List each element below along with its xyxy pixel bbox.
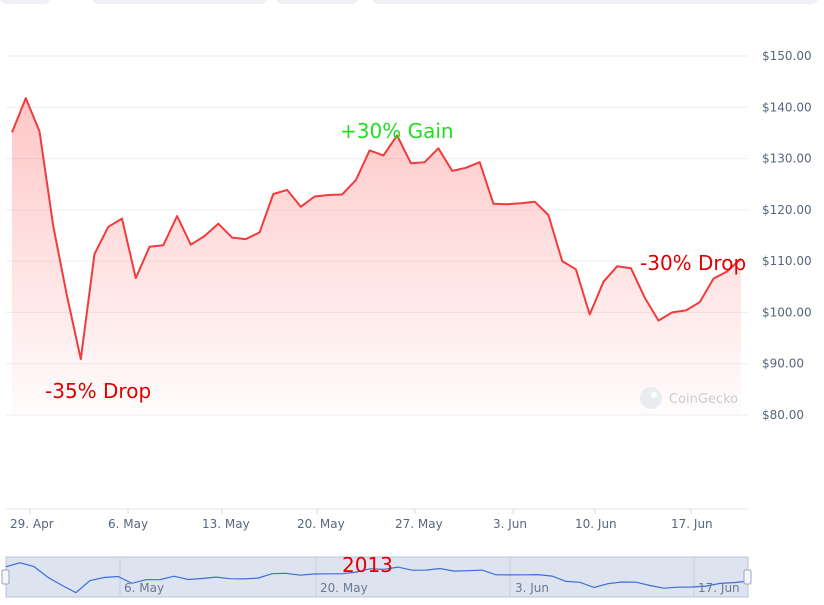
x-axis: 29. Apr 6. May 13. May 20. May 27. May 3. Jun… <box>10 509 713 531</box>
navigator[interactable]: 6. May 20. May 3. Jun 17. Jun 2013 <box>1 553 752 598</box>
y-tick-label: $110.00 <box>762 254 812 268</box>
top-toolbar <box>0 0 824 6</box>
x-tick-label: 17. Jun <box>671 517 713 531</box>
y-tick-label: $140.00 <box>762 100 812 114</box>
annotation-drop-1: -35% Drop <box>45 379 151 403</box>
x-tick-label: 27. May <box>395 517 443 531</box>
x-tick-label: 13. May <box>202 517 250 531</box>
navigator-window <box>5 556 749 598</box>
navigator-line <box>5 562 749 594</box>
coingecko-watermark: CoinGecko <box>640 387 738 409</box>
price-line <box>11 97 742 361</box>
y-tick-label: $120.00 <box>762 203 812 217</box>
navigator-grid <box>119 557 695 597</box>
date-range-input[interactable] <box>372 0 818 4</box>
navigator-left-handle[interactable] <box>1 569 10 585</box>
x-tick-label: 29. Apr <box>10 517 54 531</box>
gecko-logo-icon <box>640 387 662 409</box>
y-tick-label: $90.00 <box>762 357 804 371</box>
range-tab[interactable] <box>92 0 267 4</box>
annotation-gain: +30% Gain <box>340 119 454 143</box>
price-area <box>12 98 741 415</box>
watermark-text: CoinGecko <box>669 392 738 407</box>
y-tick-label: $80.00 <box>762 408 804 422</box>
x-tick-label: 3. Jun <box>493 517 527 531</box>
navigator-tick-label: 17. Jun <box>698 581 740 595</box>
x-tick-label: 20. May <box>297 517 345 531</box>
navigator-tick-label: 6. May <box>124 581 164 595</box>
navigator-year-label: 2013 <box>342 553 393 577</box>
navigator-ticks: 6. May 20. May 3. Jun 17. Jun <box>124 581 740 595</box>
x-tick-label: 6. May <box>108 517 148 531</box>
annotation-drop-2: -30% Drop <box>640 251 746 275</box>
x-tick-label: 10. Jun <box>575 517 617 531</box>
navigator-tick-label: 3. Jun <box>515 581 549 595</box>
navigator-right-handle[interactable] <box>743 569 752 585</box>
y-tick-label: $100.00 <box>762 305 812 319</box>
navigator-tick-label: 20. May <box>320 581 368 595</box>
y-axis: $80.00 $90.00 $100.00 $110.00 $120.00 $130.00… <box>762 49 812 422</box>
range-tab[interactable] <box>276 0 358 4</box>
y-tick-label: $150.00 <box>762 49 812 63</box>
range-tab[interactable] <box>0 0 50 4</box>
y-tick-label: $130.00 <box>762 152 812 166</box>
